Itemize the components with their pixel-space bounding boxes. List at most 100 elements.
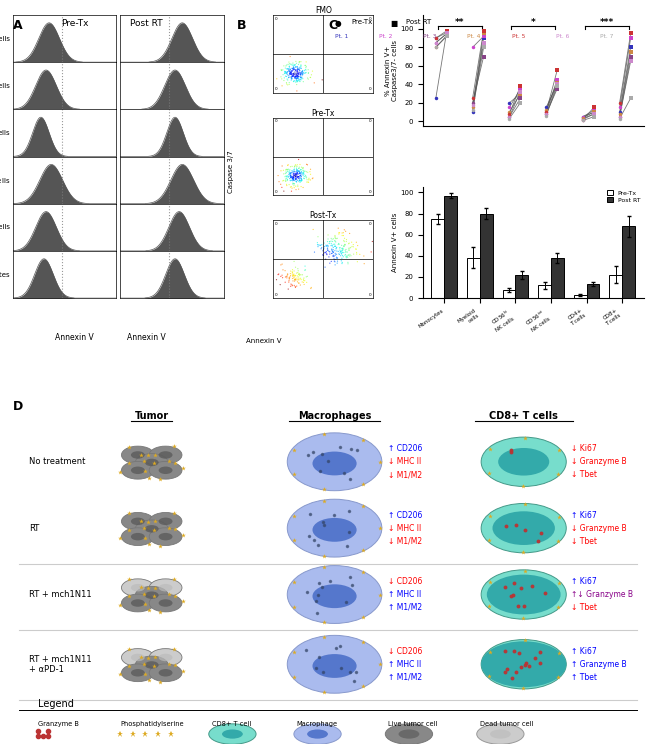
- Point: [281, 76, 292, 88]
- Point: [294, 269, 304, 280]
- Text: Annexin V: Annexin V: [246, 338, 281, 344]
- Point: [295, 71, 306, 83]
- Text: ↑ Ki67: ↑ Ki67: [571, 577, 597, 586]
- Point: [337, 246, 347, 258]
- Point: [285, 68, 295, 80]
- Point: [290, 174, 300, 186]
- Point: [286, 180, 296, 192]
- Point: [271, 274, 281, 286]
- Text: RT: RT: [29, 524, 39, 533]
- Point: [333, 239, 343, 251]
- Text: No treatment: No treatment: [29, 457, 85, 466]
- Point: [272, 73, 282, 85]
- Point: [341, 236, 352, 248]
- Point: [300, 169, 311, 181]
- Point: [294, 167, 305, 179]
- Text: 0: 0: [369, 119, 371, 123]
- Point: [285, 67, 295, 79]
- Text: ↑ M1/M2: ↑ M1/M2: [388, 672, 423, 681]
- Point: [355, 248, 365, 260]
- Text: ↑ Tbet: ↑ Tbet: [571, 672, 597, 681]
- Point: [317, 242, 327, 254]
- Point: [328, 246, 339, 258]
- Point: [292, 73, 303, 85]
- Point: [292, 180, 303, 192]
- Text: Caspase 3/7: Caspase 3/7: [227, 150, 234, 194]
- Point: [330, 233, 341, 245]
- Point: [288, 174, 298, 186]
- Point: [289, 273, 300, 285]
- Point: [299, 171, 309, 183]
- Point: [291, 274, 301, 286]
- Point: [324, 245, 334, 257]
- Point: [326, 255, 337, 267]
- Point: [304, 174, 314, 186]
- Point: [284, 62, 294, 74]
- Point: [330, 240, 341, 252]
- Point: [344, 227, 355, 239]
- Point: [288, 177, 298, 189]
- Point: [274, 268, 284, 280]
- Point: [283, 283, 293, 295]
- Point: [292, 164, 302, 176]
- Ellipse shape: [159, 654, 172, 661]
- Point: [296, 73, 306, 85]
- Point: [322, 239, 332, 251]
- Point: [292, 70, 303, 82]
- Point: [294, 64, 305, 76]
- Text: Pt. 6: Pt. 6: [556, 34, 569, 39]
- Point: [292, 70, 302, 82]
- Text: 0: 0: [369, 88, 371, 91]
- Text: Pt. 3: Pt. 3: [423, 34, 437, 39]
- Point: [341, 248, 351, 260]
- Text: RT + mch1N11
+ αPD-1: RT + mch1N11 + αPD-1: [29, 654, 92, 674]
- Point: [287, 63, 298, 75]
- Text: Pt. 4: Pt. 4: [467, 34, 481, 39]
- Point: [326, 235, 336, 247]
- Bar: [538, 286, 551, 298]
- Point: [322, 242, 333, 254]
- Point: [287, 59, 298, 71]
- Point: [291, 68, 302, 80]
- Point: [322, 236, 333, 248]
- Point: [326, 233, 337, 245]
- Point: [296, 175, 306, 187]
- Point: [304, 67, 314, 79]
- Point: [339, 234, 349, 246]
- Point: [291, 180, 301, 192]
- Point: [291, 273, 301, 285]
- Point: [296, 70, 306, 82]
- Bar: [551, 258, 564, 298]
- Point: [285, 174, 296, 186]
- Point: [341, 246, 351, 258]
- Point: [304, 172, 314, 184]
- Point: [296, 175, 307, 187]
- Point: [296, 174, 307, 186]
- Point: [292, 171, 303, 183]
- Point: [281, 59, 292, 71]
- Point: [301, 56, 311, 68]
- Point: [299, 64, 309, 76]
- Point: [296, 164, 306, 176]
- Point: [287, 70, 298, 82]
- Point: [296, 166, 307, 178]
- Point: [294, 168, 305, 180]
- Point: [281, 178, 292, 190]
- Point: [330, 230, 340, 242]
- Point: [287, 62, 297, 74]
- Point: [291, 55, 301, 67]
- Point: [287, 270, 298, 282]
- Point: [288, 167, 298, 179]
- Point: [293, 153, 304, 165]
- Point: [315, 239, 325, 251]
- Point: [332, 252, 343, 264]
- Point: [298, 167, 309, 179]
- Point: [313, 239, 323, 251]
- Point: [296, 72, 306, 84]
- Point: [280, 265, 291, 277]
- Point: [296, 173, 306, 185]
- Point: [294, 64, 305, 76]
- Point: [337, 245, 348, 257]
- Point: [284, 61, 294, 73]
- Point: [343, 249, 353, 261]
